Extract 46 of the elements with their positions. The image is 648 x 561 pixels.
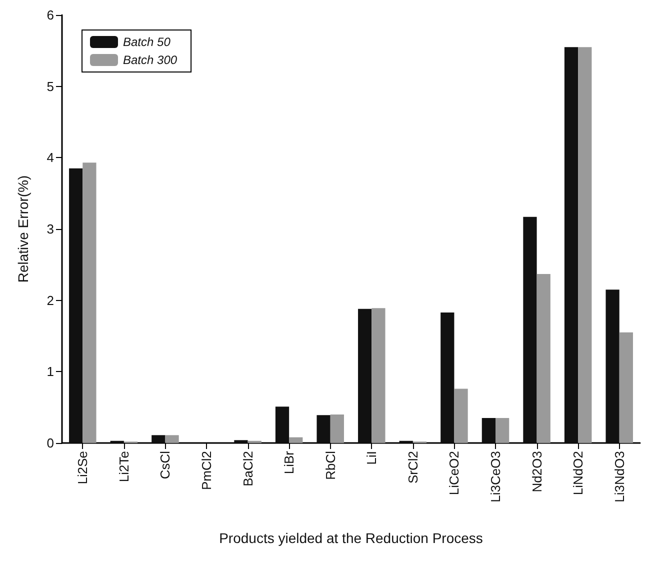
bar — [482, 418, 496, 443]
bar — [564, 47, 578, 443]
bar — [289, 437, 303, 443]
y-tick-label: 1 — [46, 364, 54, 380]
bar — [454, 388, 468, 443]
x-tick-label: Li2Se — [75, 451, 90, 484]
x-tick-label: RbCl — [322, 450, 338, 480]
bar — [330, 414, 344, 443]
x-tick-label: LiBr — [282, 450, 297, 474]
bar — [523, 216, 537, 443]
bar — [234, 440, 248, 443]
y-tick-label: 2 — [46, 292, 54, 308]
legend-label: Batch 50 — [123, 35, 171, 49]
y-axis-title: Relative Error(%) — [15, 175, 31, 283]
bar — [619, 332, 633, 443]
y-tick-label: 3 — [46, 222, 54, 236]
bar — [536, 274, 550, 443]
bar — [606, 290, 620, 443]
x-tick-label: LiNdO2 — [570, 451, 586, 496]
bar — [316, 415, 330, 443]
bar — [440, 312, 454, 443]
x-tick-label: LiI — [364, 451, 380, 465]
x-tick-label: Li2Te — [116, 451, 132, 482]
bar — [82, 162, 96, 443]
bar — [358, 308, 372, 443]
x-tick-label: Nd2O3 — [529, 451, 544, 492]
x-tick-label: Li3CeO3 — [488, 451, 503, 502]
x-tick-label: Li3NdO3 — [612, 451, 627, 502]
bar — [372, 308, 386, 443]
bar — [165, 435, 179, 443]
y-tick-label: 4 — [46, 150, 54, 166]
bar — [69, 168, 83, 443]
x-tick-label: PmCl2 — [199, 451, 214, 490]
x-tick-label: BaCl2 — [240, 451, 256, 486]
y-tick-label: 6 — [46, 8, 54, 22]
y-tick-label: 5 — [46, 78, 54, 94]
bar — [152, 435, 166, 443]
bar — [275, 406, 290, 443]
x-tick-label: CsCl — [158, 450, 173, 480]
bar — [578, 47, 592, 443]
legend-label: Batch 300 — [123, 53, 178, 67]
x-tick-label: LiCeO2 — [446, 451, 462, 496]
x-tick-label: SrCl2 — [405, 451, 420, 484]
bar — [496, 418, 510, 443]
y-tick-label: 0 — [46, 436, 54, 450]
x-axis-title: Products yielded at the Reduction Process — [219, 530, 483, 546]
